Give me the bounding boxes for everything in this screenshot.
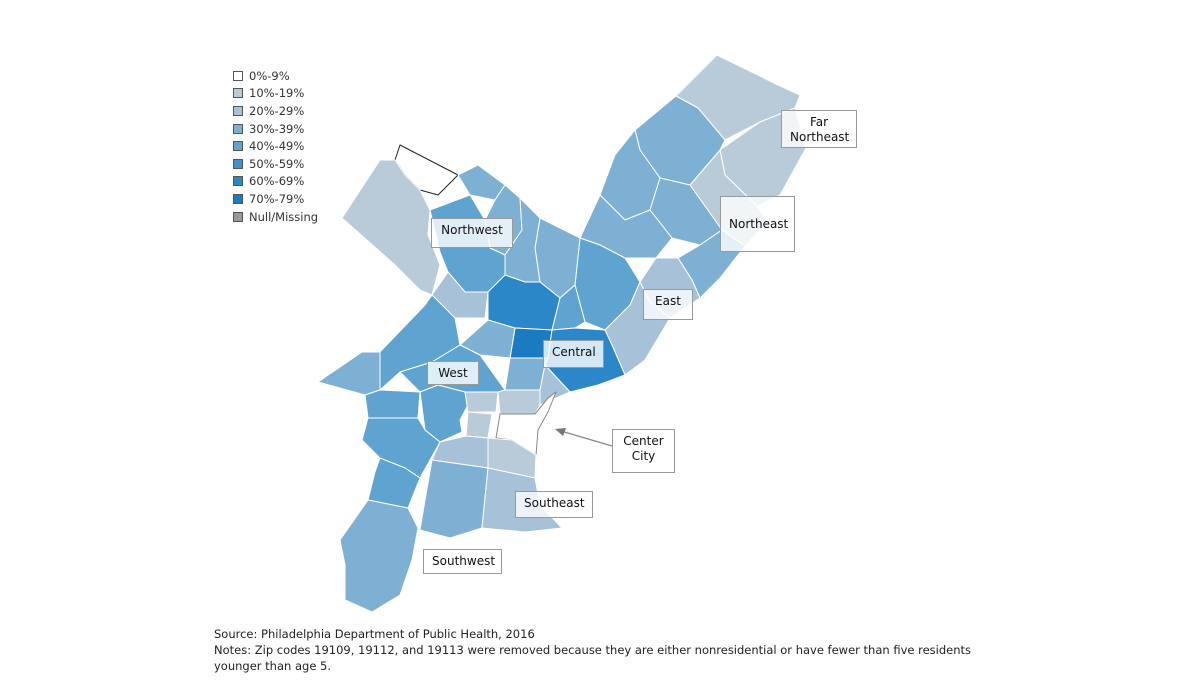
legend-item: 40%-49% <box>233 137 318 155</box>
legend-label: 10%-19% <box>249 86 305 101</box>
notes-text: Notes: Zip codes 19109, 19112, and 19113… <box>214 643 972 674</box>
legend-swatch <box>233 193 243 204</box>
legend-swatch <box>233 176 243 187</box>
zip-area <box>497 389 541 415</box>
legend-item: 30%-39% <box>233 120 318 138</box>
zip-area <box>364 389 421 419</box>
label-northwest: Northwest <box>431 218 513 248</box>
legend-swatch <box>233 211 243 222</box>
label-central: Central <box>543 340 604 368</box>
label-far-northeast: Far Northeast <box>781 110 857 148</box>
zip-area <box>459 319 516 359</box>
legend-item: 0%-9% <box>233 67 318 85</box>
legend-label: Null/Missing <box>249 209 319 224</box>
label-center-city: Center City <box>612 429 675 473</box>
arrowhead-icon <box>555 428 566 436</box>
legend-swatch <box>233 88 243 99</box>
legend-item: 70%-79% <box>233 190 318 208</box>
legend-item: 10%-19% <box>233 85 318 103</box>
legend-label: 40%-49% <box>249 139 305 154</box>
zip-area <box>317 351 381 396</box>
label-east: East <box>643 289 693 320</box>
label-southwest: Southwest <box>423 549 502 574</box>
legend-swatch <box>233 123 243 134</box>
label-west: West <box>427 361 479 385</box>
legend-label: 0%-9% <box>249 68 290 83</box>
label-southeast: Southeast <box>515 491 593 518</box>
legend-item: 20%-29% <box>233 102 318 120</box>
zip-area <box>419 459 489 539</box>
zip-area <box>465 411 493 439</box>
legend-label: 30%-39% <box>249 121 305 136</box>
zip-area <box>551 284 586 331</box>
zip-area <box>339 499 419 613</box>
zip-area <box>464 391 499 413</box>
legend-swatch <box>233 141 243 152</box>
center-city-arrow <box>560 430 613 447</box>
legend-swatch <box>233 70 243 81</box>
legend-item: 50%-59% <box>233 155 318 173</box>
legend-swatch <box>233 105 243 116</box>
legend-swatch <box>233 158 243 169</box>
zip-area <box>487 437 537 479</box>
legend-label: 20%-29% <box>249 103 305 118</box>
map-legend: 0%-9% 10%-19% 20%-29% 30%-39% 40%-49% 50… <box>233 67 318 225</box>
legend-label: 60%-69% <box>249 174 305 189</box>
legend-label: 70%-79% <box>249 191 305 206</box>
source-text: Source: Philadelphia Department of Publi… <box>214 627 535 641</box>
map-notes: Source: Philadelphia Department of Publi… <box>214 626 1014 674</box>
zip-area <box>341 159 441 296</box>
label-northeast: Northeast <box>720 196 795 252</box>
legend-item: Null/Missing <box>233 208 318 226</box>
legend-item: 60%-69% <box>233 173 318 191</box>
legend-label: 50%-59% <box>249 156 305 171</box>
